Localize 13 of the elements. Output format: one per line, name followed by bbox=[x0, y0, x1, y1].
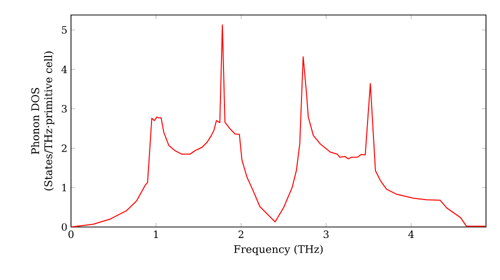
y-tick-label: 2 bbox=[62, 144, 66, 152]
y-tick-label: 3 bbox=[62, 104, 67, 113]
x-tick-label: 3 bbox=[324, 230, 329, 238]
y-tick-label: 0 bbox=[62, 223, 67, 231]
y-tick-label: 4 bbox=[61, 66, 67, 74]
y-axis-title: Phonon DOS (States/THz·primitive cell) bbox=[31, 52, 54, 190]
x-tick-label: 0 bbox=[68, 230, 74, 238]
x-tick-label: 2 bbox=[238, 230, 244, 238]
y-tick-label: 5 bbox=[62, 26, 67, 34]
x-axis-title: Frequency (THz) bbox=[234, 244, 323, 256]
x-tick-label: 4 bbox=[408, 230, 414, 238]
x-tick-label: 1 bbox=[154, 230, 158, 238]
y-tick-label: 1 bbox=[62, 184, 66, 192]
